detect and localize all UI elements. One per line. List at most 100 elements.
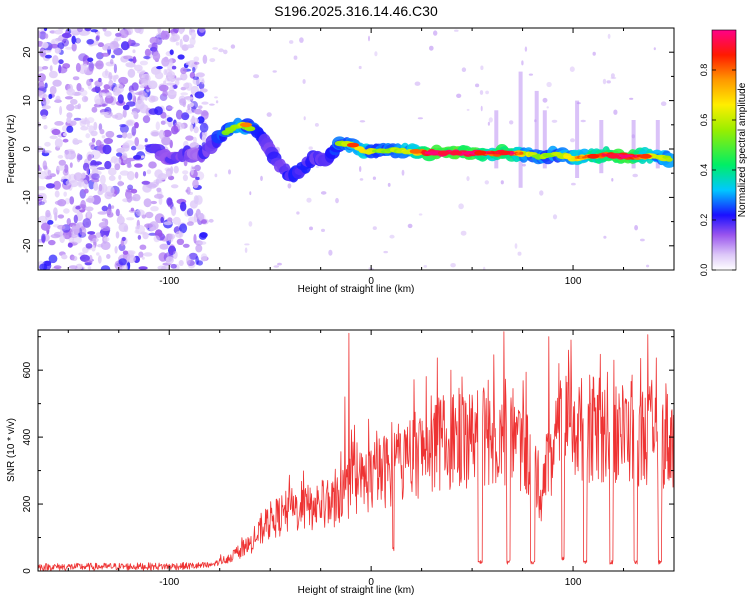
sparse-dot — [230, 44, 236, 49]
sparse-dot — [359, 166, 362, 172]
noise-blob — [76, 37, 81, 44]
sparse-dot — [249, 191, 252, 196]
noise-blob — [48, 254, 58, 264]
noise-blob — [104, 160, 112, 170]
noise-blob — [142, 115, 151, 124]
noise-blob — [181, 112, 190, 121]
snr-ytick-label: 400 — [22, 428, 33, 445]
sparse-dot — [429, 45, 434, 51]
noise-blob — [62, 169, 69, 176]
noise-blob — [127, 184, 134, 191]
noise-blob — [117, 180, 124, 187]
noise-blob — [49, 43, 59, 49]
noise-blob — [81, 95, 89, 103]
noise-blob — [161, 57, 170, 67]
noise-blob — [201, 134, 206, 143]
noise-blob — [66, 112, 73, 119]
noise-blob — [192, 136, 197, 144]
noise-blob — [154, 71, 164, 80]
snr-frame — [37, 329, 675, 572]
noise-blob — [113, 63, 117, 74]
noise-blob — [87, 266, 92, 270]
noise-blob — [144, 48, 151, 57]
noise-blob — [39, 31, 47, 40]
noise-blob — [151, 37, 160, 44]
sparse-dot — [546, 81, 552, 88]
sparse-dot — [433, 30, 438, 36]
noise-blob — [91, 106, 98, 113]
noise-blob — [58, 28, 64, 31]
sparse-dot — [461, 67, 467, 72]
noise-blob — [100, 174, 106, 185]
noise-blob — [67, 242, 73, 248]
sparse-dot — [460, 230, 467, 236]
noise-blob — [57, 224, 66, 230]
noise-blob — [116, 134, 124, 138]
noise-blob — [126, 171, 135, 181]
sparse-dot — [475, 83, 480, 88]
noise-blob — [180, 201, 187, 212]
noise-blob — [100, 111, 109, 116]
noise-blob — [160, 120, 166, 125]
noise-blob — [100, 265, 111, 270]
noise-blob — [75, 62, 81, 73]
noise-blob — [149, 221, 159, 231]
hot-spot — [474, 150, 487, 156]
sparse-dot — [248, 221, 253, 227]
noise-blob — [138, 251, 144, 258]
noise-blob — [144, 223, 153, 228]
noise-blob — [168, 244, 176, 255]
noise-blob — [103, 137, 114, 145]
vertical-streak — [655, 120, 660, 169]
hot-spot — [498, 150, 511, 156]
noise-blob — [44, 33, 49, 39]
sparse-dot — [358, 65, 362, 70]
sparse-dot — [244, 243, 250, 246]
sparse-dot — [383, 250, 389, 254]
sparse-dot — [514, 243, 518, 249]
noise-blob — [91, 173, 100, 180]
sparse-dot — [613, 109, 618, 115]
noise-blob — [141, 256, 145, 260]
sparse-dot — [479, 90, 484, 95]
noise-blob — [58, 59, 64, 65]
sparse-dot — [244, 247, 248, 253]
noise-blob — [119, 170, 130, 176]
sparse-dot — [209, 103, 215, 106]
noise-blob — [63, 208, 70, 214]
noise-blob — [158, 129, 165, 140]
noise-blob — [179, 98, 187, 106]
noise-blob — [201, 79, 205, 85]
sparse-dot — [328, 249, 333, 256]
noise-blob — [63, 132, 67, 137]
sparse-dot — [640, 238, 645, 242]
noise-blob — [139, 244, 147, 250]
noise-blob — [148, 80, 158, 90]
noise-blob — [66, 88, 76, 96]
noise-blob — [45, 183, 55, 189]
noise-blob — [198, 105, 203, 109]
noise-blob — [79, 31, 90, 36]
noise-blob — [53, 180, 61, 190]
noise-blob — [156, 66, 163, 70]
noise-blob — [48, 93, 53, 100]
noise-blob — [168, 58, 173, 66]
spectrogram-xlabel: Height of straight line (km) — [298, 284, 415, 295]
noise-blob — [71, 35, 76, 45]
noise-blob — [140, 231, 147, 235]
noise-blob — [175, 109, 183, 120]
noise-blob — [192, 76, 199, 80]
noise-blob — [95, 35, 100, 42]
colorbar-tick-label: 0.6 — [699, 114, 709, 127]
noise-blob — [54, 138, 63, 148]
noise-blob — [104, 30, 112, 37]
noise-blob — [143, 55, 151, 60]
noise-blob — [100, 241, 111, 251]
noise-blob — [102, 28, 107, 32]
sparse-dot — [372, 176, 376, 180]
noise-blob — [94, 94, 103, 105]
noise-blob — [143, 252, 153, 257]
noise-blob — [118, 243, 126, 252]
noise-blob — [53, 207, 58, 216]
noise-blob — [185, 135, 194, 141]
